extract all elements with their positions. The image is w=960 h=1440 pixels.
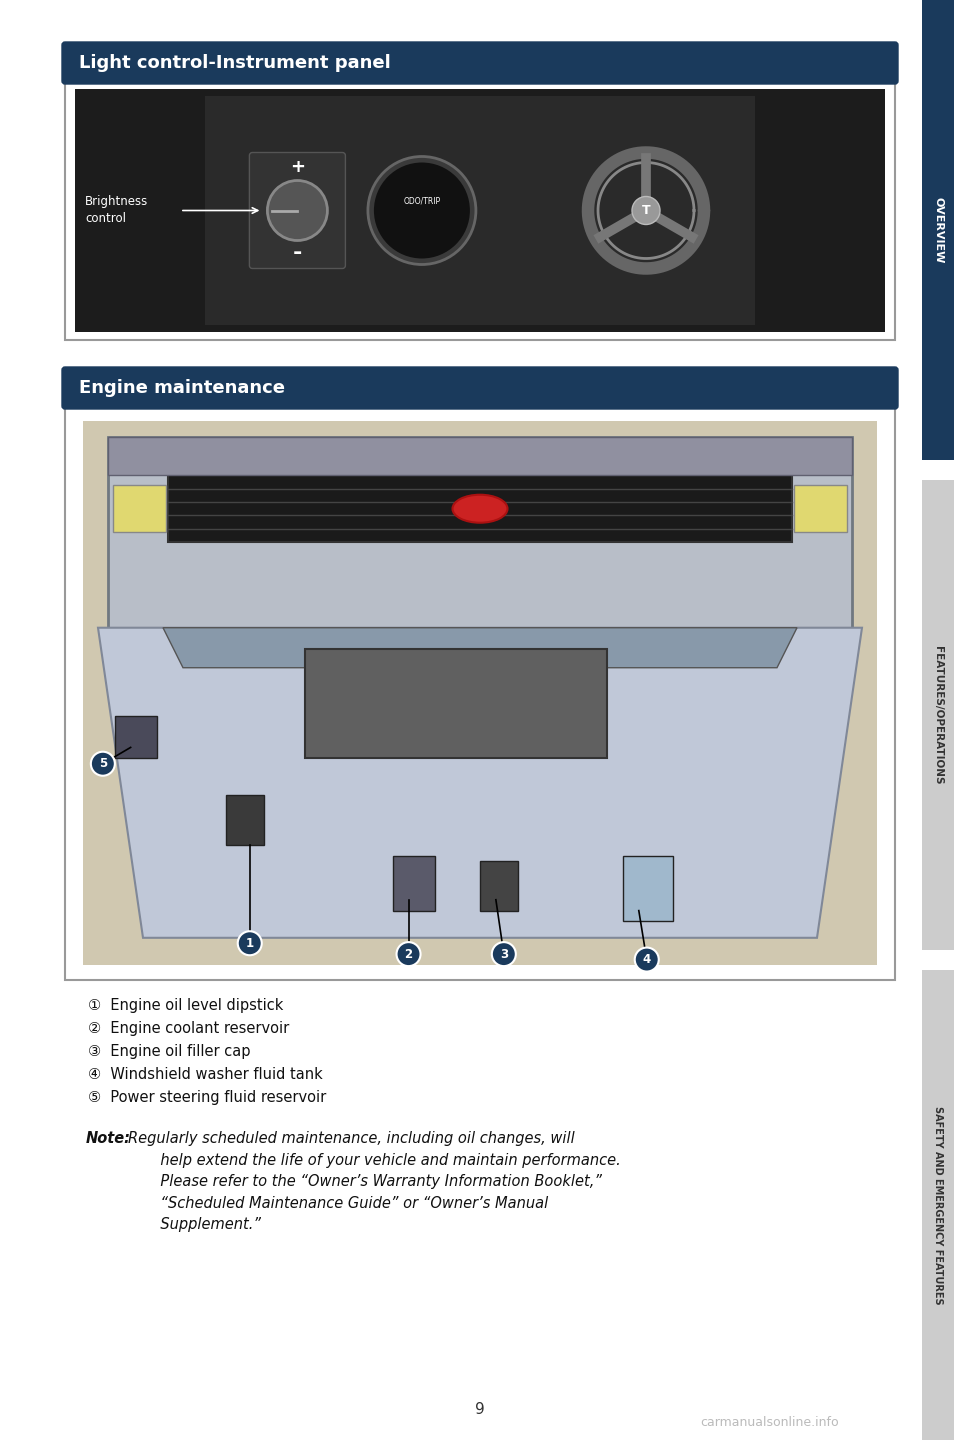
Text: 2: 2 xyxy=(404,948,413,960)
Text: FEATURES/OPERATIONS: FEATURES/OPERATIONS xyxy=(933,645,943,785)
Text: 3: 3 xyxy=(500,948,508,960)
Text: Light control-Instrument panel: Light control-Instrument panel xyxy=(79,53,391,72)
Bar xyxy=(115,716,156,759)
Bar xyxy=(65,406,895,981)
FancyBboxPatch shape xyxy=(62,367,898,409)
Bar xyxy=(922,480,954,950)
Bar xyxy=(922,971,954,1440)
Polygon shape xyxy=(163,628,797,668)
Bar xyxy=(205,96,755,325)
Text: -: - xyxy=(293,242,302,262)
Bar xyxy=(305,649,607,759)
Text: T: T xyxy=(641,204,650,217)
Bar xyxy=(623,857,673,922)
Text: +: + xyxy=(290,157,305,176)
Text: ①  Engine oil level dipstick: ① Engine oil level dipstick xyxy=(88,998,283,1012)
Bar xyxy=(922,0,954,459)
Text: carmanualsonline.info: carmanualsonline.info xyxy=(701,1416,839,1428)
FancyBboxPatch shape xyxy=(62,42,898,84)
Circle shape xyxy=(632,196,660,225)
Text: Brightness
control: Brightness control xyxy=(85,196,148,226)
Circle shape xyxy=(373,163,469,259)
Text: ②  Engine coolant reservoir: ② Engine coolant reservoir xyxy=(88,1021,289,1035)
Bar xyxy=(83,420,877,965)
Circle shape xyxy=(635,948,659,972)
Text: ODO/TRIP: ODO/TRIP xyxy=(403,196,441,204)
Bar xyxy=(108,438,852,475)
Bar xyxy=(393,855,435,910)
FancyBboxPatch shape xyxy=(250,153,346,268)
Polygon shape xyxy=(794,485,847,531)
Bar xyxy=(65,81,895,340)
Text: 4: 4 xyxy=(642,953,651,966)
Text: ⑤  Power steering fluid reservoir: ⑤ Power steering fluid reservoir xyxy=(88,1090,326,1104)
Circle shape xyxy=(396,942,420,966)
Polygon shape xyxy=(98,628,862,937)
Text: 9: 9 xyxy=(475,1403,485,1417)
Text: 5: 5 xyxy=(99,757,107,770)
Text: Note:: Note: xyxy=(86,1130,131,1146)
Circle shape xyxy=(368,157,476,265)
Polygon shape xyxy=(113,485,166,531)
Text: Engine maintenance: Engine maintenance xyxy=(79,379,285,397)
Text: 1: 1 xyxy=(246,937,253,950)
Bar xyxy=(480,861,518,910)
Circle shape xyxy=(492,942,516,966)
Bar xyxy=(226,795,264,845)
Ellipse shape xyxy=(452,495,508,523)
Text: ④  Windshield washer fluid tank: ④ Windshield washer fluid tank xyxy=(88,1067,323,1081)
Text: OVERVIEW: OVERVIEW xyxy=(933,197,943,264)
Bar xyxy=(168,475,792,541)
Bar xyxy=(75,89,885,333)
Text: SAFETY AND EMERGENCY FEATURES: SAFETY AND EMERGENCY FEATURES xyxy=(933,1106,943,1305)
Text: Regularly scheduled maintenance, including oil changes, will
       help extend : Regularly scheduled maintenance, includi… xyxy=(128,1130,621,1233)
Circle shape xyxy=(238,932,262,955)
Polygon shape xyxy=(108,438,852,628)
Circle shape xyxy=(91,752,115,776)
Text: ③  Engine oil filler cap: ③ Engine oil filler cap xyxy=(88,1044,251,1058)
Circle shape xyxy=(268,180,327,240)
